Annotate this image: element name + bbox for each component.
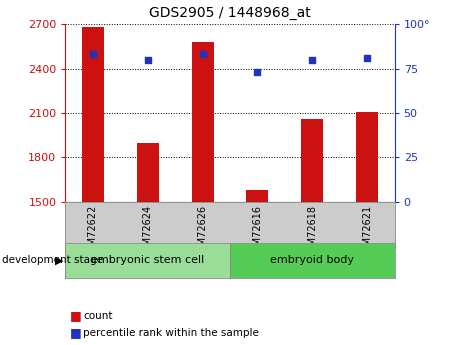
Bar — [65, 243, 230, 278]
Point — [254, 69, 261, 75]
Point — [89, 52, 97, 57]
Bar — [192, 42, 214, 202]
Text: GSM72624: GSM72624 — [143, 205, 153, 258]
Text: GSM72622: GSM72622 — [88, 205, 98, 258]
Bar — [82, 27, 104, 202]
Text: ■: ■ — [70, 326, 82, 339]
Text: development stage: development stage — [2, 256, 103, 265]
Point — [144, 57, 152, 62]
Point — [309, 57, 316, 62]
Bar — [246, 190, 268, 202]
Title: GDS2905 / 1448968_at: GDS2905 / 1448968_at — [149, 6, 311, 20]
Text: embryoid body: embryoid body — [270, 256, 354, 265]
Bar — [301, 119, 323, 202]
Text: GSM72626: GSM72626 — [198, 205, 207, 258]
Point — [199, 52, 206, 57]
Bar — [230, 243, 395, 278]
Text: embryonic stem cell: embryonic stem cell — [91, 256, 204, 265]
Text: GSM72621: GSM72621 — [362, 205, 372, 258]
Text: GSM72618: GSM72618 — [307, 205, 318, 258]
Point — [364, 55, 371, 61]
Text: ▶: ▶ — [55, 256, 64, 265]
Text: count: count — [83, 311, 113, 321]
Text: GSM72616: GSM72616 — [253, 205, 262, 258]
Bar — [356, 111, 378, 202]
Text: percentile rank within the sample: percentile rank within the sample — [83, 328, 259, 338]
Text: ■: ■ — [70, 309, 82, 322]
Bar — [137, 142, 159, 202]
